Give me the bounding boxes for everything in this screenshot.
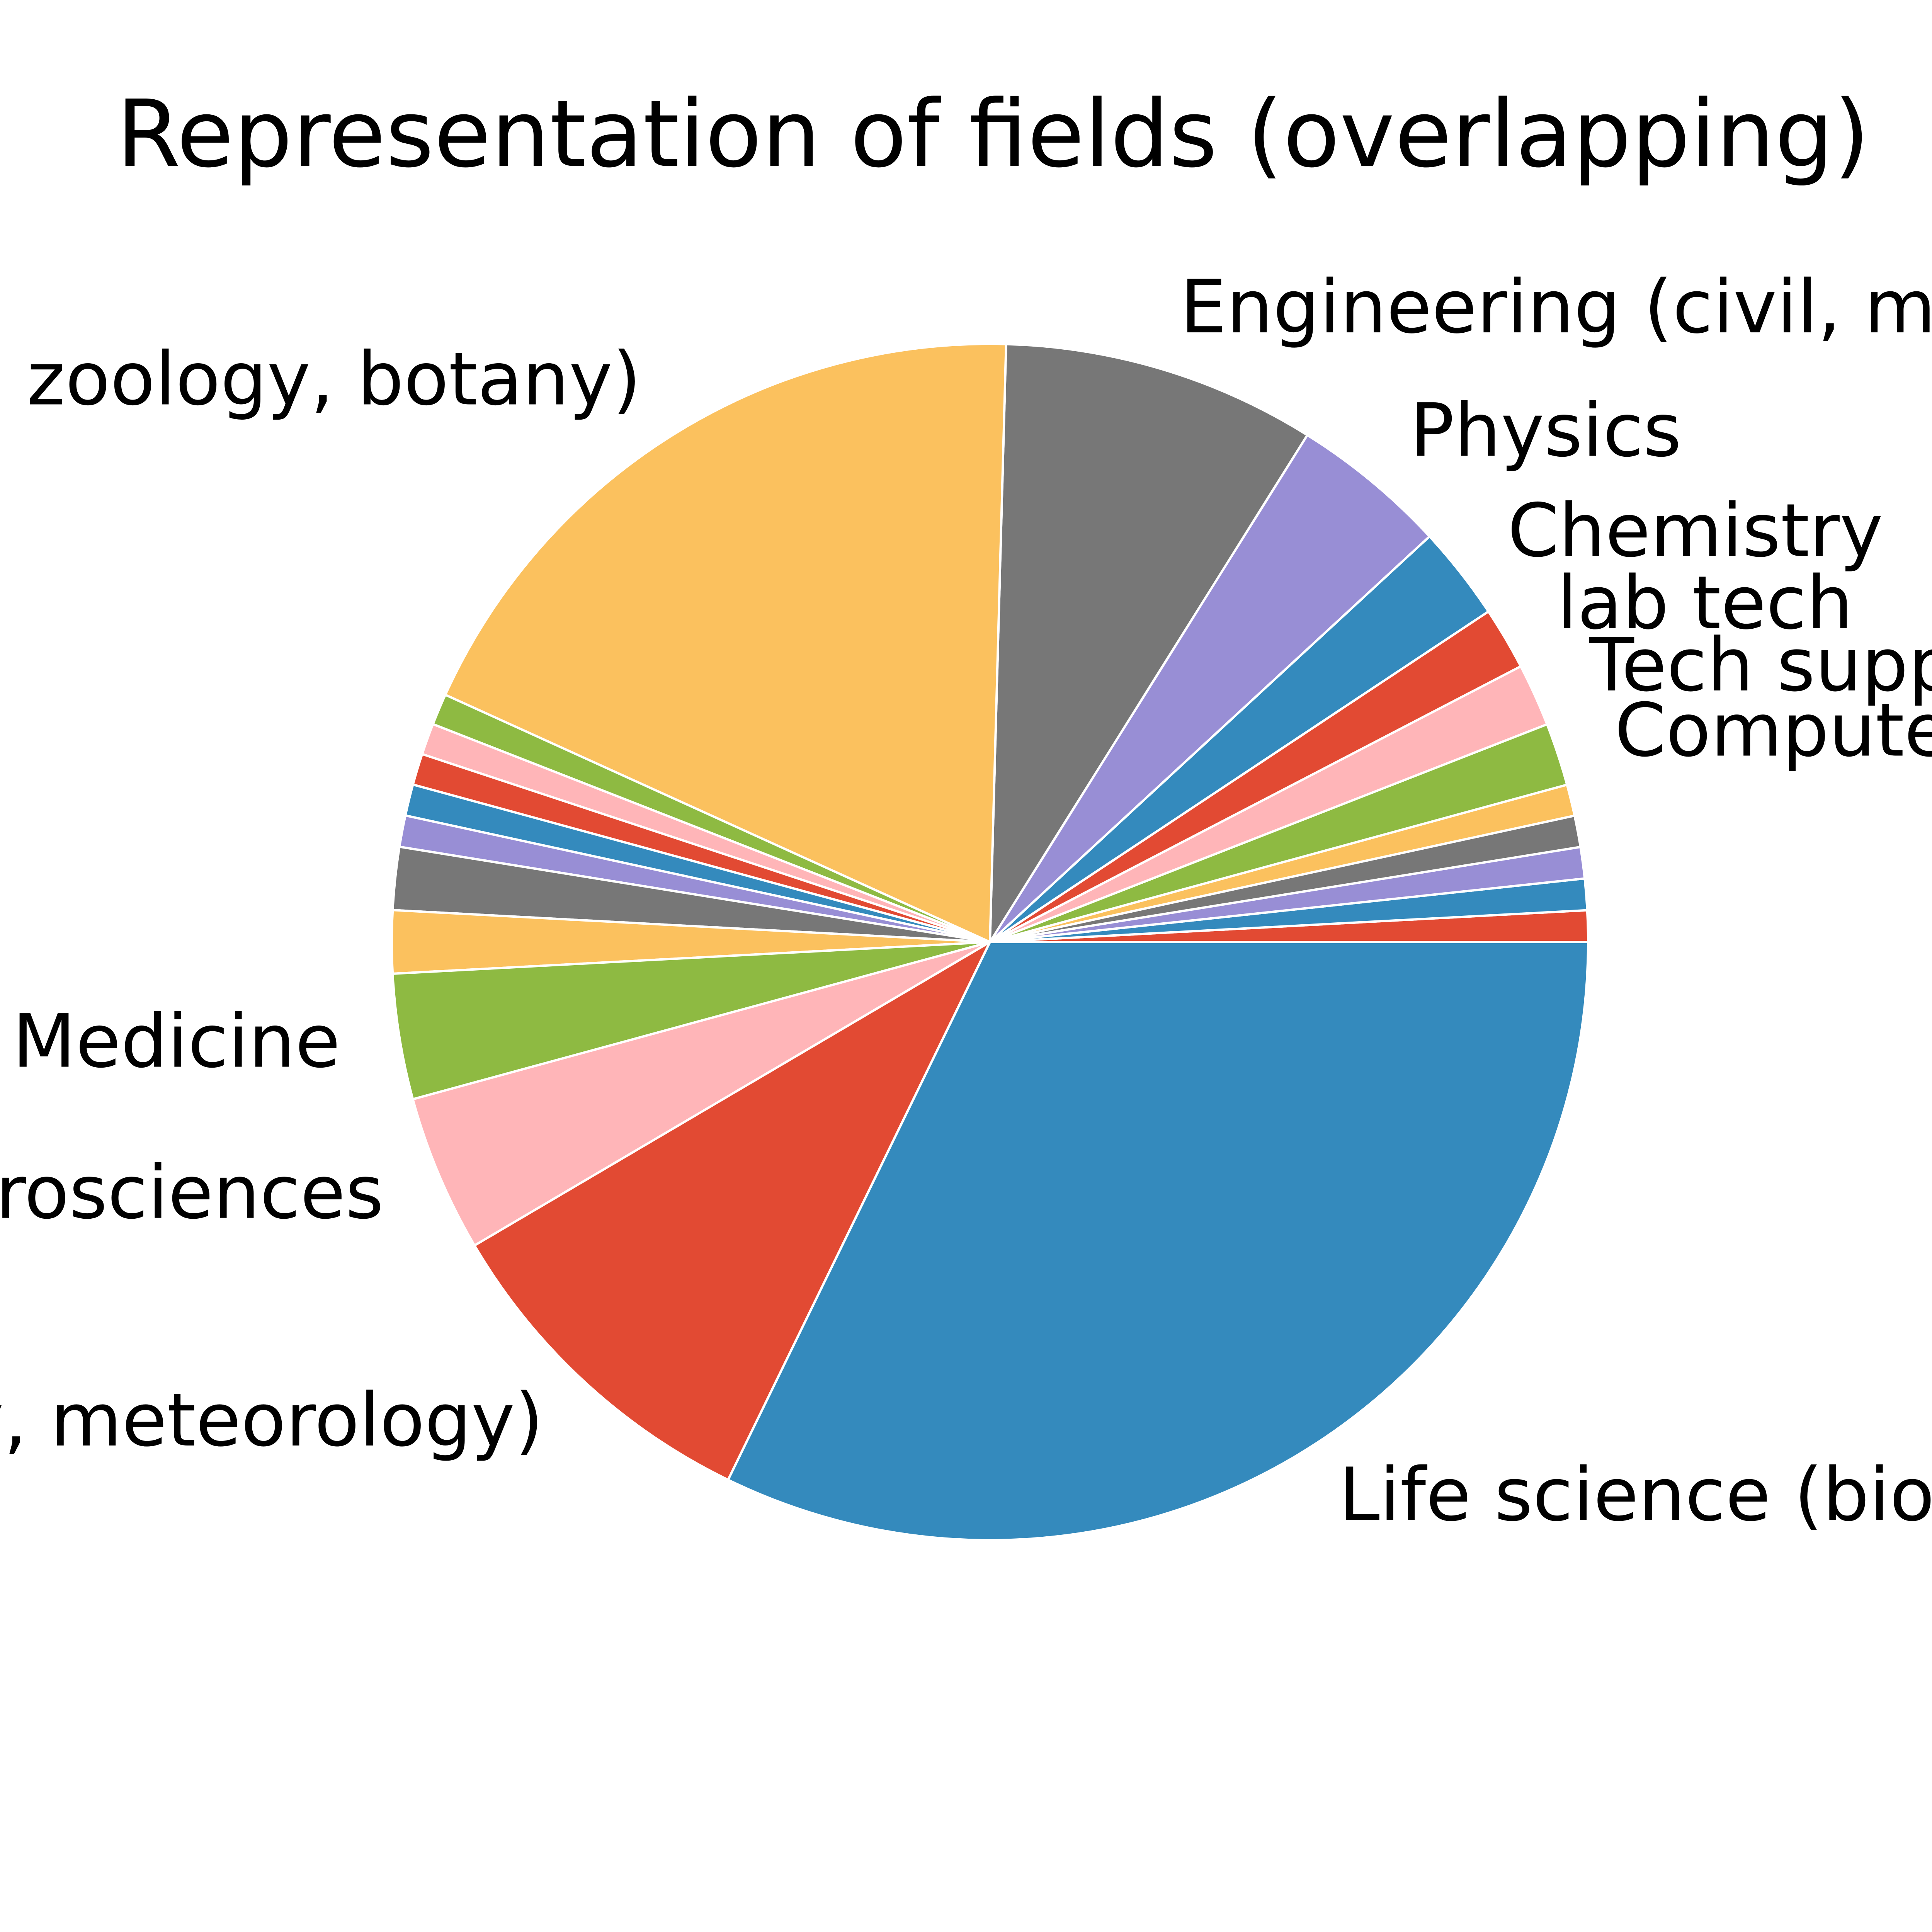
slice-label-medicine: Medicine: [12, 999, 340, 1084]
chart-title: Representation of fields (overlapping): [116, 80, 1870, 188]
pie-slice-physics: [989, 433, 1431, 943]
pie-slice-engineering-civil-m: [988, 343, 1309, 946]
slice-label-compute: Compute: [1615, 688, 1932, 773]
slice-label-y-meteorology: y, meteorology): [0, 1378, 543, 1463]
slice-label-urosciences: urosciences: [0, 1150, 384, 1235]
slice-label-life-science-bio: Life science (bio: [1339, 1452, 1932, 1537]
pie-slice-zoology-botany: [444, 343, 1007, 944]
slice-label-lab-tech: lab tech: [1557, 560, 1853, 646]
slice-label-chemistry: Chemistry: [1508, 488, 1883, 573]
pie-slice-life-science-bio: [726, 941, 1590, 1541]
slice-label-zoology-botany: zoology, botany): [27, 336, 641, 422]
pie-slices: [390, 343, 1590, 1541]
slice-label-tech-supp: Tech supp: [1589, 622, 1932, 708]
pie-slice-urosciences: [411, 941, 991, 1247]
slice-label-physics: Physics: [1410, 388, 1682, 473]
slice-label-engineering-civil-m: Engineering (civil, m: [1180, 264, 1932, 350]
pie-slice-y-meteorology: [473, 939, 993, 1481]
pie-slice-medicine: [391, 941, 990, 1101]
